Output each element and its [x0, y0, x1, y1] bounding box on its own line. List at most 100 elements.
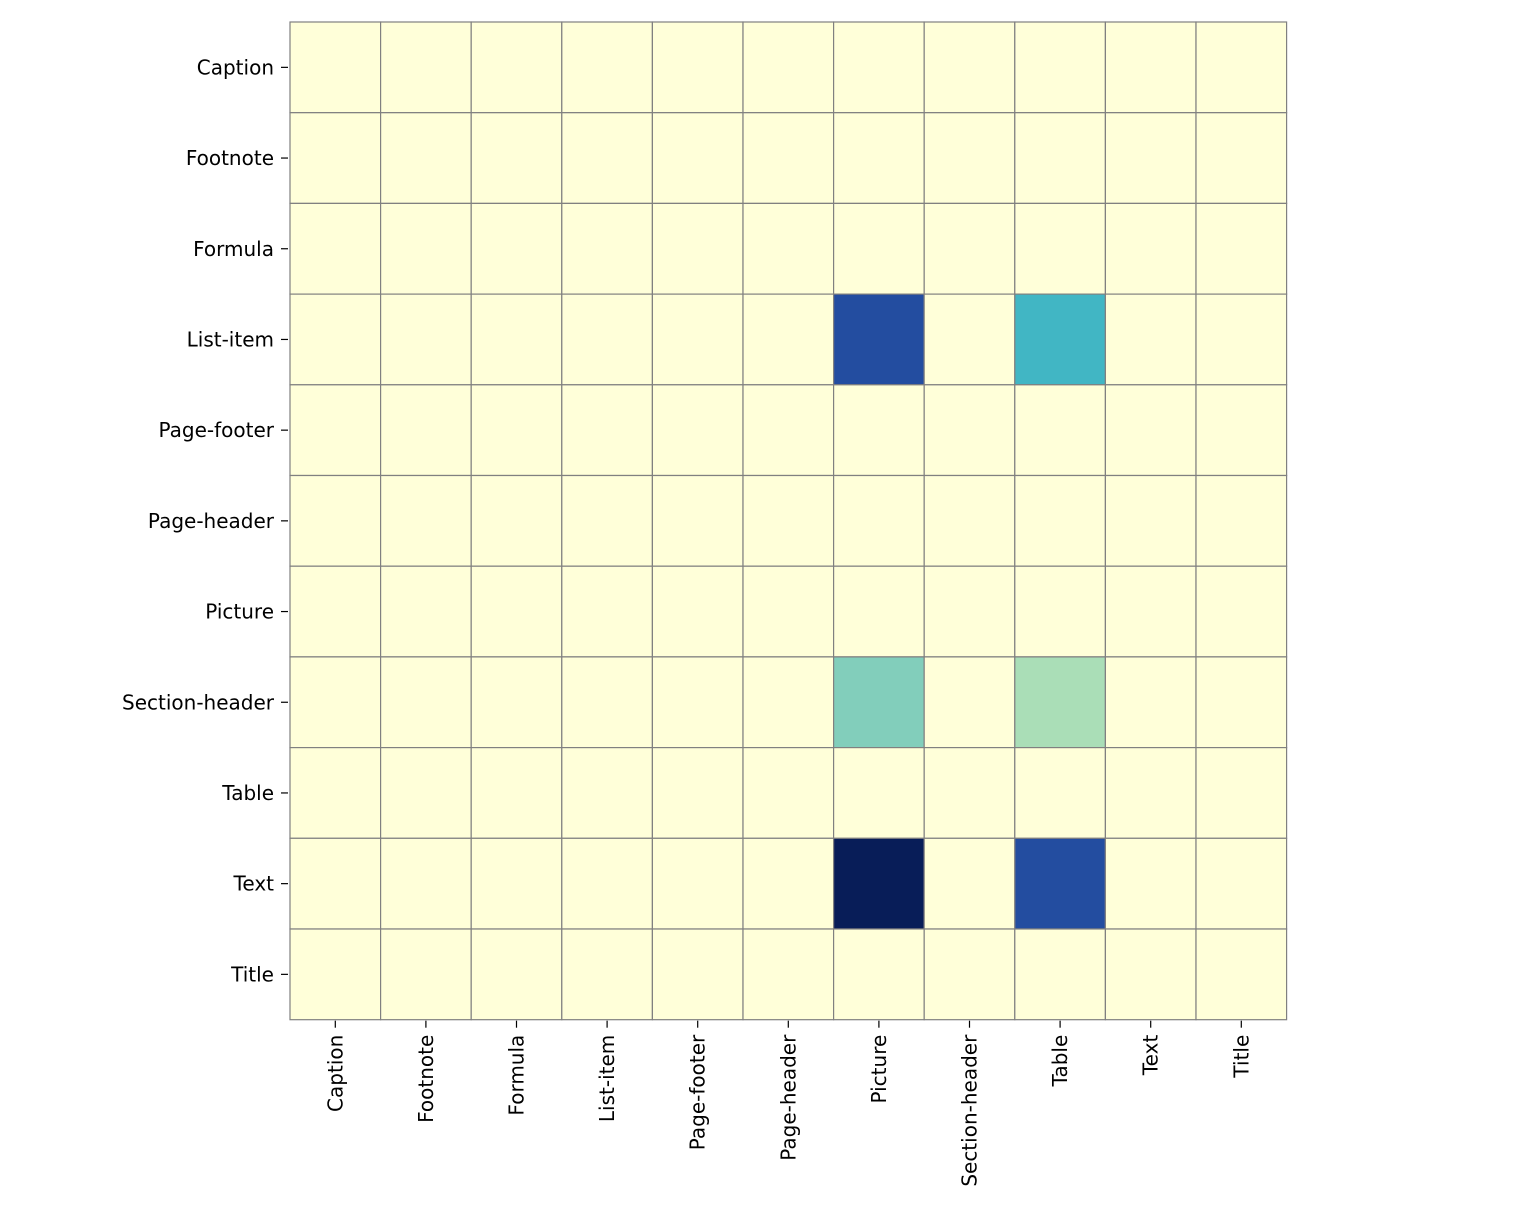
heatmap-cell-page-footer-page-footer: [651, 384, 744, 477]
heatmap-cell-text-section-header: [923, 837, 1016, 930]
heatmap-cell-table-list-item: [561, 746, 653, 839]
heatmap-cell-picture-picture: [832, 565, 925, 658]
heatmap-cell-table-page-footer: [651, 746, 744, 839]
heatmap-cell-picture-list-item: [561, 565, 653, 658]
x-tick-label: List-item: [595, 1035, 619, 1122]
y-tick-label: Picture: [205, 600, 274, 624]
x-tick-label: Page-footer: [686, 1034, 710, 1150]
heatmap-cell-list-item-picture: [832, 293, 925, 386]
heatmap-cell-caption-list-item: [561, 21, 653, 114]
heatmap-cell-picture-title: [1195, 565, 1288, 658]
heatmap-cell-page-footer-picture: [832, 384, 925, 477]
x-tick-label: Page-header: [776, 1034, 800, 1161]
heatmap-cell-text-list-item: [561, 837, 653, 930]
heatmap-cell-caption-footnote: [380, 21, 472, 114]
x-tick-label: Title: [1229, 1035, 1253, 1079]
heatmap-cell-table-table: [1014, 746, 1106, 839]
heatmap-cell-page-header-section-header: [923, 474, 1016, 567]
heatmap-cell-caption-text: [1104, 21, 1197, 114]
heatmap-cell-list-item-formula: [470, 293, 563, 386]
heatmap-cell-picture-table: [1014, 565, 1106, 658]
heatmap-cell-title-footnote: [380, 928, 472, 1021]
y-tick-label: Caption: [197, 55, 274, 79]
heatmap-cell-page-footer-list-item: [561, 384, 653, 477]
heatmap-cell-table-picture: [832, 746, 925, 839]
heatmap-cell-text-picture: [832, 837, 925, 930]
y-tick-label: Table: [221, 781, 274, 805]
x-tick-label: Picture: [867, 1035, 891, 1104]
heatmap-cell-footnote-title: [1195, 112, 1288, 204]
heatmap-cell-title-formula: [470, 928, 563, 1021]
heatmap-cell-text-caption: [289, 837, 382, 930]
heatmap-cell-page-footer-table: [1014, 384, 1106, 477]
heatmap-cell-page-header-page-header: [742, 474, 835, 567]
heatmap-cell-caption-picture: [832, 21, 925, 114]
heatmap-cell-formula-formula: [470, 202, 563, 295]
heatmap-cell-picture-footnote: [380, 565, 472, 658]
heatmap-cell-table-section-header: [923, 746, 1016, 839]
heatmap-cells: [289, 21, 1288, 1021]
heatmap-cell-text-text: [1104, 837, 1197, 930]
y-tick-label: Formula: [193, 237, 274, 261]
heatmap-cell-title-text: [1104, 928, 1197, 1021]
heatmap-cell-picture-page-footer: [651, 565, 744, 658]
y-tick-label: List-item: [187, 327, 274, 351]
heatmap-cell-title-table: [1014, 928, 1106, 1021]
heatmap-cell-page-footer-page-header: [742, 384, 835, 477]
heatmap-cell-footnote-footnote: [380, 112, 472, 204]
heatmap-cell-page-footer-title: [1195, 384, 1288, 477]
heatmap-cell-caption-page-footer: [651, 21, 744, 114]
x-axis-ticks: Caption Footnote Formula List-item Page-foot…: [323, 1020, 1253, 1187]
x-tick-label: Section-header: [958, 1034, 982, 1187]
heatmap-cell-formula-table: [1014, 202, 1106, 295]
heatmap-cell-picture-page-header: [742, 565, 835, 658]
x-tick-label: Table: [1048, 1035, 1072, 1088]
heatmap-cell-text-footnote: [380, 837, 472, 930]
heatmap-cell-picture-section-header: [923, 565, 1016, 658]
heatmap-cell-caption-formula: [470, 21, 563, 114]
x-tick-label: Footnote: [414, 1035, 438, 1123]
heatmap-cell-section-header-list-item: [561, 656, 653, 749]
heatmap-cell-text-page-header: [742, 837, 835, 930]
heatmap-cell-page-header-footnote: [380, 474, 472, 567]
heatmap-cell-list-item-list-item: [561, 293, 653, 386]
heatmap-cell-title-list-item: [561, 928, 653, 1021]
heatmap-cell-caption-title: [1195, 21, 1288, 114]
heatmap-cell-formula-text: [1104, 202, 1197, 295]
x-tick-label: Caption: [323, 1035, 347, 1112]
heatmap-cell-title-caption: [289, 928, 382, 1021]
heatmap-cell-text-title: [1195, 837, 1288, 930]
heatmap-cell-picture-text: [1104, 565, 1197, 658]
heatmap-cell-text-page-footer: [651, 837, 744, 930]
heatmap-cell-page-header-caption: [289, 474, 382, 567]
heatmap-cell-formula-footnote: [380, 202, 472, 295]
heatmap-cell-page-header-title: [1195, 474, 1288, 567]
heatmap-cell-formula-page-footer: [651, 202, 744, 295]
heatmap-cell-footnote-text: [1104, 112, 1197, 204]
heatmap-cell-title-picture: [832, 928, 925, 1021]
heatmap-cell-page-header-table: [1014, 474, 1106, 567]
heatmap-cell-page-header-picture: [832, 474, 925, 567]
y-tick-label: Text: [233, 872, 275, 896]
heatmap-cell-footnote-page-footer: [651, 112, 744, 204]
heatmap-cell-title-title: [1195, 928, 1288, 1021]
heatmap-cell-page-footer-caption: [289, 384, 382, 477]
heatmap-cell-footnote-caption: [289, 112, 382, 204]
heatmap-cell-list-item-section-header: [923, 293, 1016, 386]
heatmap-cell-title-page-header: [742, 928, 835, 1021]
heatmap-cell-list-item-title: [1195, 293, 1288, 386]
heatmap-cell-section-header-page-header: [742, 656, 835, 749]
y-tick-label: Page-header: [148, 509, 275, 533]
heatmap-cell-footnote-table: [1014, 112, 1106, 204]
heatmap-cell-text-table: [1014, 837, 1106, 930]
y-axis-ticks: Caption Footnote Formula List-item Page-foot…: [122, 55, 288, 986]
heatmap-cell-page-header-text: [1104, 474, 1197, 567]
y-tick-label: Page-footer: [158, 418, 274, 442]
heatmap-cell-page-footer-section-header: [923, 384, 1016, 477]
heatmap-cell-section-header-caption: [289, 656, 382, 749]
heatmap-cell-section-header-formula: [470, 656, 563, 749]
x-tick-label: Text: [1139, 1035, 1163, 1077]
heatmap-cell-section-header-footnote: [380, 656, 472, 749]
heatmap-cell-list-item-caption: [289, 293, 382, 386]
